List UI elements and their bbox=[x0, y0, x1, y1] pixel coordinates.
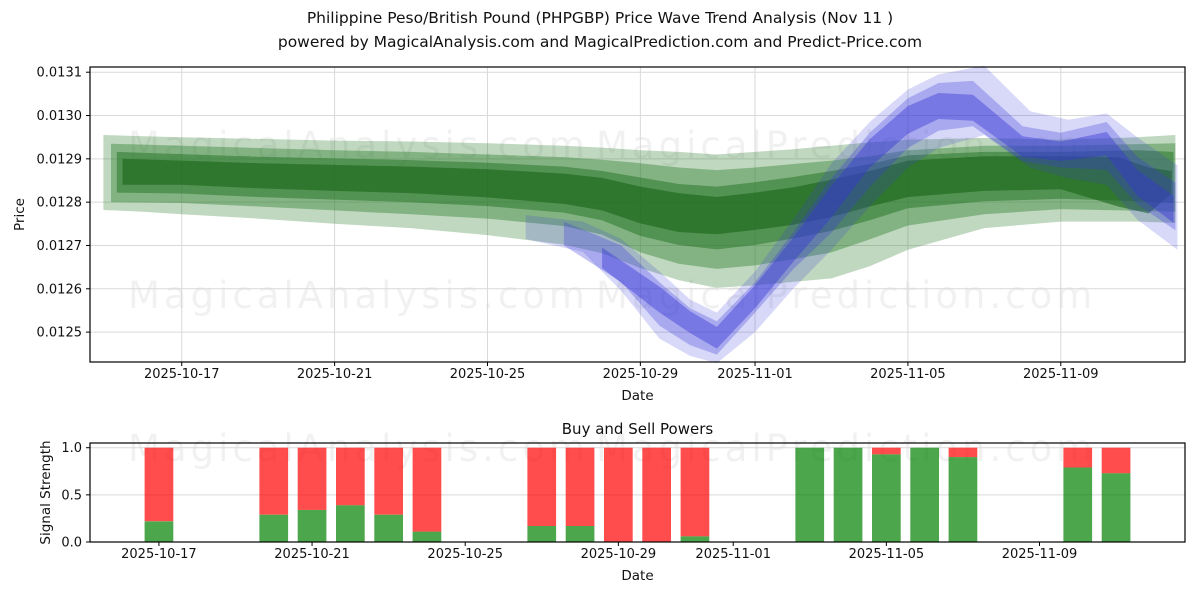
bar-sell-2025-11-05 bbox=[872, 447, 901, 455]
y-tick-label: 0.0126 bbox=[37, 282, 83, 297]
subplot-title: Buy and Sell Powers bbox=[562, 420, 714, 438]
bar-buy-2025-10-28 bbox=[565, 526, 595, 542]
x-tick-label: 2025-10-21 bbox=[297, 367, 373, 382]
bar-buy-2025-10-31 bbox=[680, 536, 710, 542]
band-blue-core bbox=[602, 93, 1174, 349]
y-tick-label: 0.0129 bbox=[37, 152, 83, 167]
x-tick-label: 2025-10-25 bbox=[427, 547, 503, 562]
bar-sell-2025-10-21 bbox=[297, 447, 327, 510]
y-tick-label: 0.0131 bbox=[37, 66, 83, 81]
x-tick-label: 2025-11-09 bbox=[1002, 547, 1078, 562]
y-tick-label: 0.0127 bbox=[37, 239, 83, 254]
bar-buy-2025-10-22 bbox=[336, 505, 365, 542]
band-blue-envelope bbox=[525, 65, 1178, 364]
bar-sell-2025-10-31 bbox=[680, 447, 710, 537]
watermark-prediction-row2: MagicalPrediction.com bbox=[596, 274, 1097, 317]
bar-buy-2025-11-03 bbox=[795, 447, 825, 542]
bar-buy-2025-10-21 bbox=[297, 509, 327, 542]
bar-buy-2025-10-27 bbox=[527, 526, 557, 542]
bar-sell-2025-10-30 bbox=[642, 447, 671, 542]
buy-sell-power-chart: 2025-10-17 2025-10-21 2025-10-25 2025-10-29… bbox=[38, 420, 1186, 584]
x-tick-label: 2025-11-05 bbox=[870, 367, 946, 382]
bar-buy-2025-11-05 bbox=[872, 454, 901, 542]
bar-sell-2025-10-20 bbox=[259, 447, 289, 515]
bar-sell-2025-10-17 bbox=[144, 447, 174, 522]
bar-buy-2025-11-10 bbox=[1063, 467, 1093, 542]
x-tick-label: 2025-10-17 bbox=[121, 547, 197, 562]
price-wave-chart: 2025-10-17 2025-10-21 2025-10-25 2025-10-29… bbox=[12, 65, 1186, 404]
bar-sell-2025-11-07 bbox=[948, 447, 978, 458]
x-tick-label: 2025-10-29 bbox=[603, 367, 679, 382]
bar-sell-2025-10-22 bbox=[336, 447, 365, 506]
band-blue-mid bbox=[563, 80, 1176, 355]
figure-title: Philippine Peso/British Pound (PHPGBP) P… bbox=[0, 6, 1200, 54]
bar-sell-2025-10-28 bbox=[565, 447, 595, 526]
bar-sell-2025-11-11 bbox=[1101, 447, 1131, 474]
y-tick-label: 1.0 bbox=[61, 441, 82, 456]
x-tick-label: 2025-11-01 bbox=[717, 367, 793, 382]
bar-sell-2025-11-10 bbox=[1063, 447, 1093, 468]
bar-buy-2025-11-11 bbox=[1101, 473, 1131, 542]
plot-border bbox=[89, 66, 1186, 363]
x-axis-label: Date bbox=[621, 568, 653, 584]
x-tick-label: 2025-10-17 bbox=[144, 367, 220, 382]
x-tick-label: 2025-10-25 bbox=[450, 367, 526, 382]
bar-buy-2025-11-06 bbox=[910, 447, 939, 542]
x-tick-label: 2025-11-09 bbox=[1023, 367, 1099, 382]
bar-sell-2025-10-27 bbox=[527, 447, 557, 526]
bar-buy-2025-10-23 bbox=[374, 514, 403, 542]
bar-buy-2025-10-20 bbox=[259, 514, 289, 542]
x-axis-label: Date bbox=[621, 388, 653, 404]
y-axis-label: Signal Strength bbox=[38, 440, 54, 544]
plot-border bbox=[89, 442, 1186, 543]
figure-title-line2: powered by MagicalAnalysis.com and Magic… bbox=[277, 33, 923, 52]
y-axis-label: Price bbox=[12, 198, 28, 231]
bar-sell-2025-10-24 bbox=[412, 447, 442, 532]
y-tick-label: 0.0128 bbox=[37, 196, 83, 211]
bar-buy-2025-11-04 bbox=[833, 447, 863, 542]
x-tick-label: 2025-10-21 bbox=[274, 547, 350, 562]
x-tick-label: 2025-11-01 bbox=[695, 547, 771, 562]
x-tick-label: 2025-10-29 bbox=[581, 547, 657, 562]
y-tick-label: 0.0130 bbox=[37, 109, 83, 124]
watermark-analysis-row2: MagicalAnalysis.com bbox=[128, 274, 589, 317]
bar-sell-2025-10-23 bbox=[374, 447, 403, 515]
y-tick-label: 0.0125 bbox=[37, 326, 83, 341]
y-tick-label: 0.5 bbox=[61, 488, 82, 503]
bar-sell-2025-10-29 bbox=[604, 447, 633, 542]
y-tick-label: 0.0 bbox=[61, 536, 82, 551]
bar-buy-2025-10-24 bbox=[412, 531, 442, 542]
x-tick-label: 2025-11-05 bbox=[849, 547, 925, 562]
band-green-core bbox=[122, 156, 1172, 235]
bar-buy-2025-11-07 bbox=[948, 457, 978, 542]
bar-buy-2025-10-17 bbox=[144, 521, 174, 542]
figure-title-line1: Philippine Peso/British Pound (PHPGBP) P… bbox=[306, 9, 894, 27]
